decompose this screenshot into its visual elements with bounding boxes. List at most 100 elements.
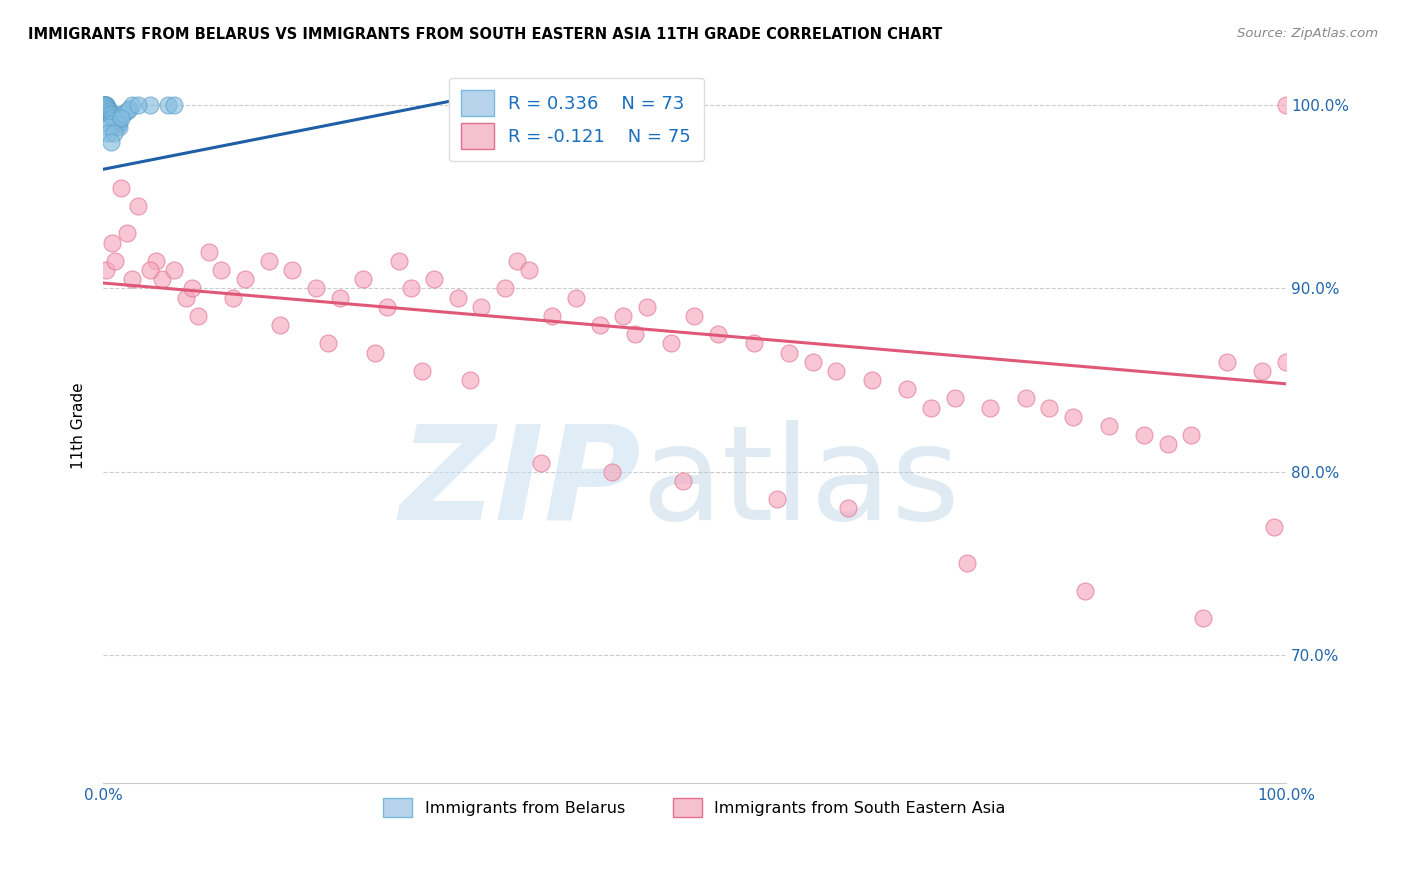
Point bbox=[97, 120, 120, 135]
Point bbox=[1062, 409, 1084, 424]
Point bbox=[1038, 401, 1060, 415]
Point bbox=[139, 98, 162, 112]
Point bbox=[825, 364, 848, 378]
Point bbox=[104, 114, 127, 128]
Point bbox=[103, 126, 125, 140]
Point bbox=[541, 309, 564, 323]
Point bbox=[115, 103, 138, 118]
Text: atlas: atlas bbox=[641, 419, 960, 547]
Point bbox=[163, 98, 186, 112]
Point bbox=[180, 281, 202, 295]
Point bbox=[163, 263, 186, 277]
Point bbox=[1251, 364, 1274, 378]
Point bbox=[104, 254, 127, 268]
Point bbox=[470, 300, 492, 314]
Point bbox=[100, 105, 122, 120]
Point bbox=[96, 102, 118, 116]
Point bbox=[766, 492, 789, 507]
Point bbox=[93, 98, 115, 112]
Point bbox=[100, 107, 122, 121]
Point bbox=[156, 98, 179, 112]
Point bbox=[837, 501, 859, 516]
Point bbox=[636, 300, 658, 314]
Point bbox=[233, 272, 256, 286]
Point bbox=[447, 291, 470, 305]
Point bbox=[107, 116, 129, 130]
Point bbox=[530, 456, 553, 470]
Point bbox=[98, 103, 121, 118]
Point bbox=[778, 345, 800, 359]
Point bbox=[115, 227, 138, 241]
Point bbox=[103, 112, 125, 127]
Point bbox=[98, 103, 121, 118]
Point bbox=[107, 119, 129, 133]
Point bbox=[328, 291, 350, 305]
Point bbox=[388, 254, 411, 268]
Point bbox=[896, 382, 918, 396]
Point bbox=[101, 109, 124, 123]
Text: ZIP: ZIP bbox=[399, 419, 641, 547]
Point bbox=[108, 114, 131, 128]
Point bbox=[100, 107, 122, 121]
Point bbox=[94, 98, 117, 112]
Point bbox=[96, 100, 118, 114]
Point bbox=[96, 102, 118, 116]
Point bbox=[97, 103, 120, 118]
Point bbox=[494, 281, 516, 295]
Point bbox=[920, 401, 942, 415]
Point bbox=[1263, 520, 1285, 534]
Point bbox=[96, 102, 118, 116]
Point bbox=[97, 103, 120, 118]
Point bbox=[979, 401, 1001, 415]
Point bbox=[103, 111, 125, 125]
Point bbox=[943, 392, 966, 406]
Point bbox=[1275, 355, 1298, 369]
Legend: Immigrants from Belarus, Immigrants from South Eastern Asia: Immigrants from Belarus, Immigrants from… bbox=[375, 790, 1014, 825]
Point bbox=[108, 120, 131, 135]
Point bbox=[94, 100, 117, 114]
Point bbox=[97, 103, 120, 118]
Point bbox=[458, 373, 481, 387]
Point bbox=[98, 107, 121, 121]
Point bbox=[96, 100, 118, 114]
Point bbox=[1074, 583, 1097, 598]
Point bbox=[105, 114, 128, 128]
Point bbox=[101, 109, 124, 123]
Text: Source: ZipAtlas.com: Source: ZipAtlas.com bbox=[1237, 27, 1378, 40]
Point bbox=[222, 291, 245, 305]
Point bbox=[94, 98, 117, 112]
Point bbox=[101, 109, 124, 123]
Point bbox=[1192, 611, 1215, 625]
Point bbox=[111, 107, 134, 121]
Point bbox=[121, 272, 143, 286]
Point bbox=[600, 465, 623, 479]
Point bbox=[1275, 98, 1298, 112]
Point bbox=[1015, 392, 1038, 406]
Point bbox=[93, 98, 115, 112]
Point bbox=[860, 373, 883, 387]
Point bbox=[103, 112, 125, 127]
Point bbox=[97, 126, 120, 140]
Point bbox=[411, 364, 433, 378]
Point bbox=[101, 235, 124, 250]
Point bbox=[94, 98, 117, 112]
Point bbox=[1156, 437, 1178, 451]
Point bbox=[565, 291, 588, 305]
Point bbox=[96, 263, 118, 277]
Point bbox=[112, 105, 135, 120]
Point bbox=[100, 109, 122, 123]
Point bbox=[103, 112, 125, 127]
Point bbox=[624, 327, 647, 342]
Point bbox=[423, 272, 446, 286]
Point bbox=[1097, 419, 1119, 434]
Point bbox=[127, 98, 149, 112]
Point bbox=[93, 98, 115, 112]
Point bbox=[447, 98, 470, 112]
Point bbox=[101, 109, 124, 123]
Point bbox=[98, 105, 121, 120]
Y-axis label: 11th Grade: 11th Grade bbox=[72, 383, 86, 469]
Point bbox=[104, 116, 127, 130]
Point bbox=[94, 98, 117, 112]
Point bbox=[105, 116, 128, 130]
Point bbox=[103, 111, 125, 125]
